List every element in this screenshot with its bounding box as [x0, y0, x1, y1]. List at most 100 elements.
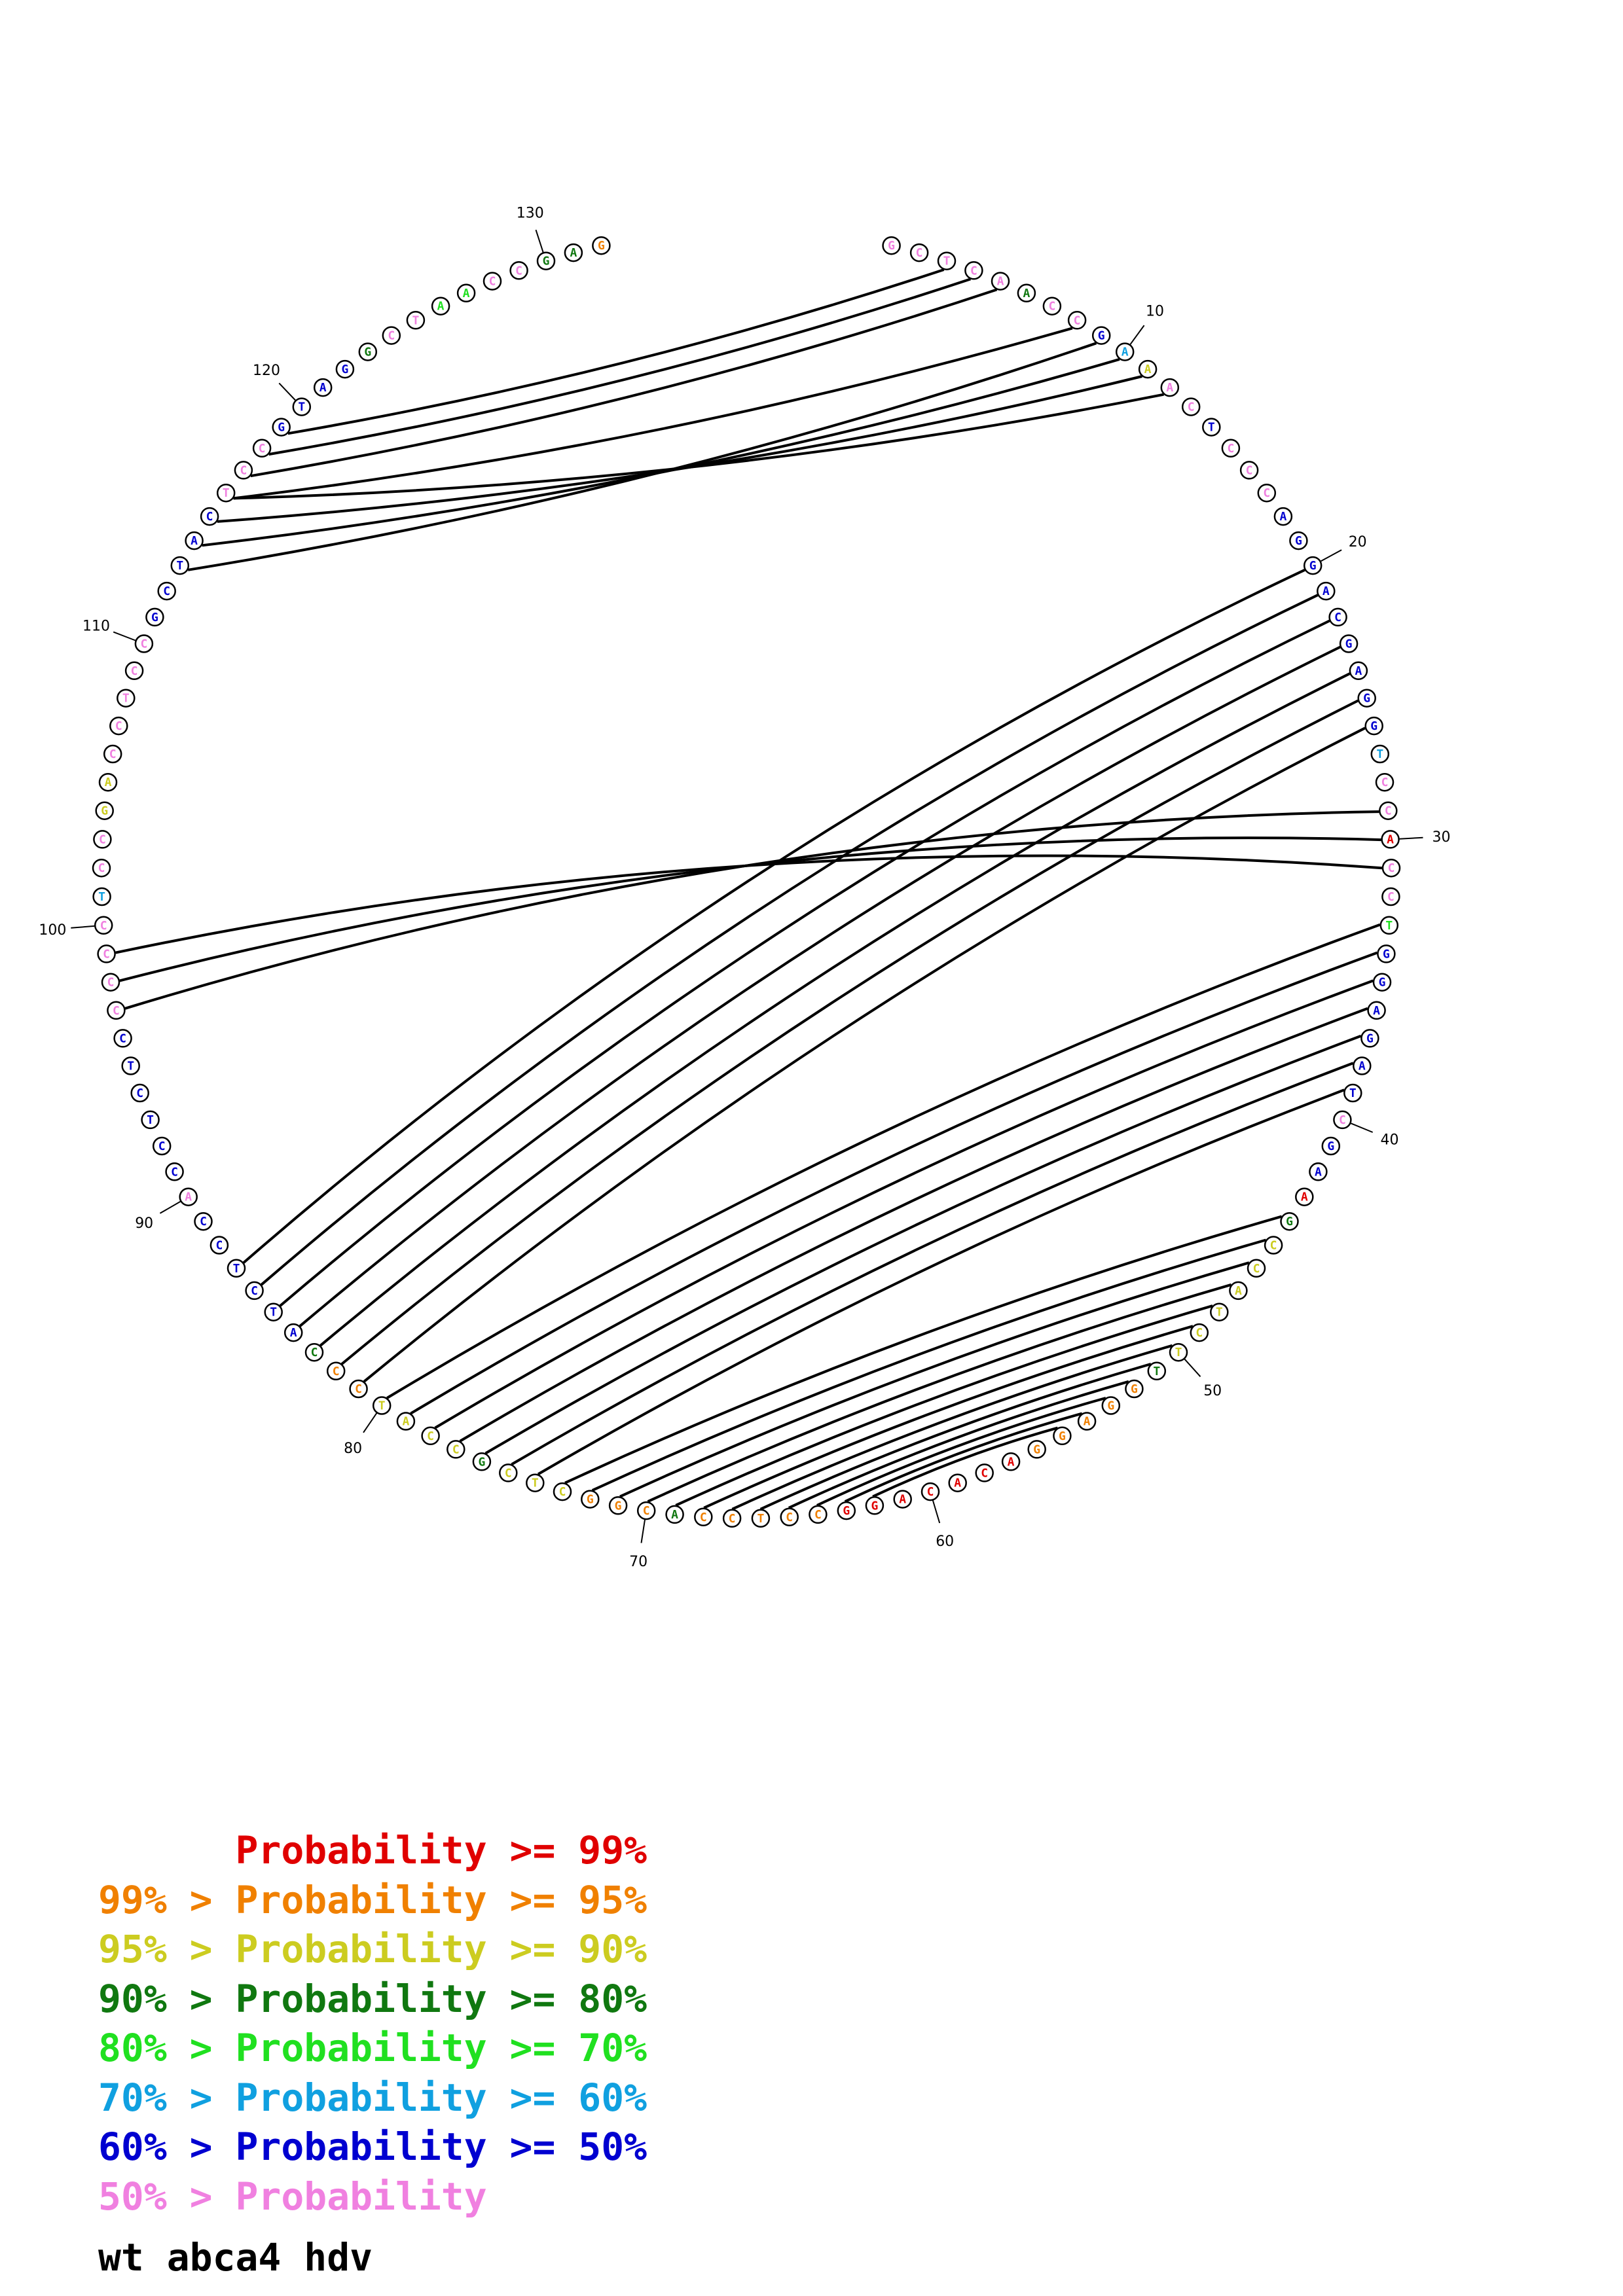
nucleotide-letter: C [1388, 861, 1395, 875]
nucleotide: A [991, 272, 1010, 291]
probability-legend: Probability >= 99% 99% > Probability >= 9… [98, 1826, 647, 2221]
nucleotide: T [406, 311, 426, 330]
nucleotide-letter: G [101, 804, 108, 818]
nucleotide-circle [1160, 378, 1180, 397]
legend-label: Probability >= 70% [235, 2026, 647, 2070]
nucleotide: C [1375, 772, 1395, 792]
base-pair-arc [268, 278, 972, 456]
nucleotide-letter: G [888, 239, 895, 253]
nucleotide-letter: A [319, 381, 327, 395]
nucleotide-letter: C [515, 264, 522, 278]
tick-line [1129, 325, 1145, 345]
nucleotide-circle [1077, 1412, 1097, 1431]
nucleotide-circle [991, 272, 1010, 291]
nucleotide: C [165, 1162, 184, 1181]
nucleotide-letter: A [899, 1493, 906, 1507]
nucleotide-letter: A [1315, 1165, 1322, 1179]
nucleotide: C [1264, 1236, 1283, 1255]
tick-line [363, 1412, 378, 1433]
legend-entry: 90% > Probability >= 80% [98, 1975, 647, 2024]
tick-label: 40 [1381, 1132, 1399, 1149]
nucleotide-letter: A [105, 776, 112, 789]
nucleotide-circle [751, 1509, 771, 1528]
base-pair-arc [788, 1380, 1129, 1509]
nucleotide-letter: C [98, 861, 105, 875]
nucleotide-circle [636, 1501, 656, 1520]
nucleotide-letter: A [997, 275, 1004, 289]
nucleotide: T [526, 1473, 545, 1492]
base-pair-arc [124, 810, 1379, 1010]
nucleotide-letter: C [206, 510, 213, 524]
nucleotide-ring: GCTCAACCGAAACTCCCAGGACGAGGTCCACCTGGAGATC… [92, 236, 1401, 1528]
nucleotide-letter: G [341, 363, 348, 376]
legend-prefix: 70% > [98, 2075, 236, 2120]
nucleotide: C [1221, 439, 1241, 458]
nucleotide-circle [1349, 661, 1368, 681]
base-pair-arc [299, 645, 1341, 1327]
nucleotide-letter: G [1131, 1382, 1138, 1396]
nucleotide-circle [1247, 1259, 1266, 1278]
nucleotide: A [1317, 581, 1336, 601]
nucleotide-circle [865, 1496, 884, 1515]
nucleotide: A [665, 1505, 684, 1524]
nucleotide: C [809, 1505, 828, 1524]
nucleotide-circle [216, 483, 236, 503]
nucleotide-circle [1221, 439, 1241, 458]
nucleotide: T [1169, 1342, 1188, 1362]
nucleotide-letter: A [1373, 1004, 1380, 1018]
nucleotide-letter: C [163, 584, 170, 598]
nucleotide-letter: C [981, 1466, 988, 1480]
nucleotide: C [1257, 483, 1277, 503]
base-pair-arc [731, 1344, 1173, 1511]
nucleotide-circle [1339, 634, 1359, 653]
nucleotide: C [780, 1507, 799, 1527]
nucleotide-circle [1210, 1302, 1229, 1321]
tick-label: 60 [936, 1534, 954, 1550]
nucleotide-letter: C [1387, 890, 1395, 904]
base-pair-arc [675, 1304, 1213, 1507]
nucleotide: C [1181, 397, 1201, 416]
nucleotide: G [1360, 1029, 1379, 1048]
nucleotide-circle [200, 507, 219, 526]
nucleotide-letter: G [598, 239, 605, 253]
base-pair-arc [202, 357, 1120, 547]
nucleotide: A [1229, 1281, 1248, 1300]
nucleotide-letter: G [1098, 329, 1105, 343]
base-pair-arc [459, 1007, 1368, 1443]
tick-label: 90 [135, 1215, 153, 1232]
nucleotide-letter: C [559, 1485, 566, 1499]
nucleotide-letter: G [1383, 947, 1390, 961]
nucleotide: G [1053, 1426, 1072, 1446]
base-pair-arc [410, 951, 1378, 1415]
nucleotide: T [141, 1110, 160, 1130]
nucleotide-letter: A [954, 1477, 961, 1490]
nucleotide-circle [592, 236, 611, 255]
legend-entry: 80% > Probability >= 70% [98, 2024, 647, 2073]
nucleotide-circle [1001, 1452, 1021, 1471]
nucleotide: A [283, 1323, 303, 1342]
nucleotide-circle [1181, 397, 1201, 416]
nucleotide-circle [185, 531, 204, 550]
nucleotide-circle [1264, 1236, 1283, 1255]
nucleotide-letter: G [1327, 1139, 1334, 1153]
base-pair-arc [319, 672, 1351, 1347]
nucleotide: C [1381, 858, 1401, 878]
nucleotide: G [95, 801, 114, 820]
nucleotide: C [1333, 1110, 1352, 1130]
nucleotide-circle [694, 1507, 713, 1527]
nucleotide: A [179, 1187, 198, 1206]
base-pair-arc [279, 619, 1330, 1307]
nucleotide: C [1042, 296, 1062, 315]
nucleotide-circle [326, 1361, 346, 1381]
nucleotide-letter: G [1286, 1215, 1293, 1229]
nucleotide-circle [1360, 1029, 1379, 1048]
nucleotide: G [1321, 1136, 1341, 1156]
nucleotide: C [152, 1136, 172, 1156]
nucleotide-circle [134, 634, 154, 653]
nucleotide: G [1289, 531, 1308, 550]
nucleotide-letter: C [1246, 463, 1253, 477]
tick-line [1399, 836, 1423, 840]
base-pair-arc [434, 979, 1374, 1429]
legend-label: Probability >= 99% [235, 1828, 647, 1873]
nucleotide: C [921, 1482, 940, 1501]
